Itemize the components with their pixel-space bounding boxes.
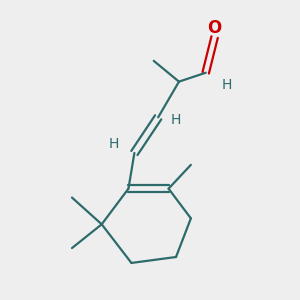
Text: H: H xyxy=(221,78,232,92)
Text: O: O xyxy=(208,19,222,37)
Text: H: H xyxy=(108,137,119,151)
Text: H: H xyxy=(171,113,181,127)
